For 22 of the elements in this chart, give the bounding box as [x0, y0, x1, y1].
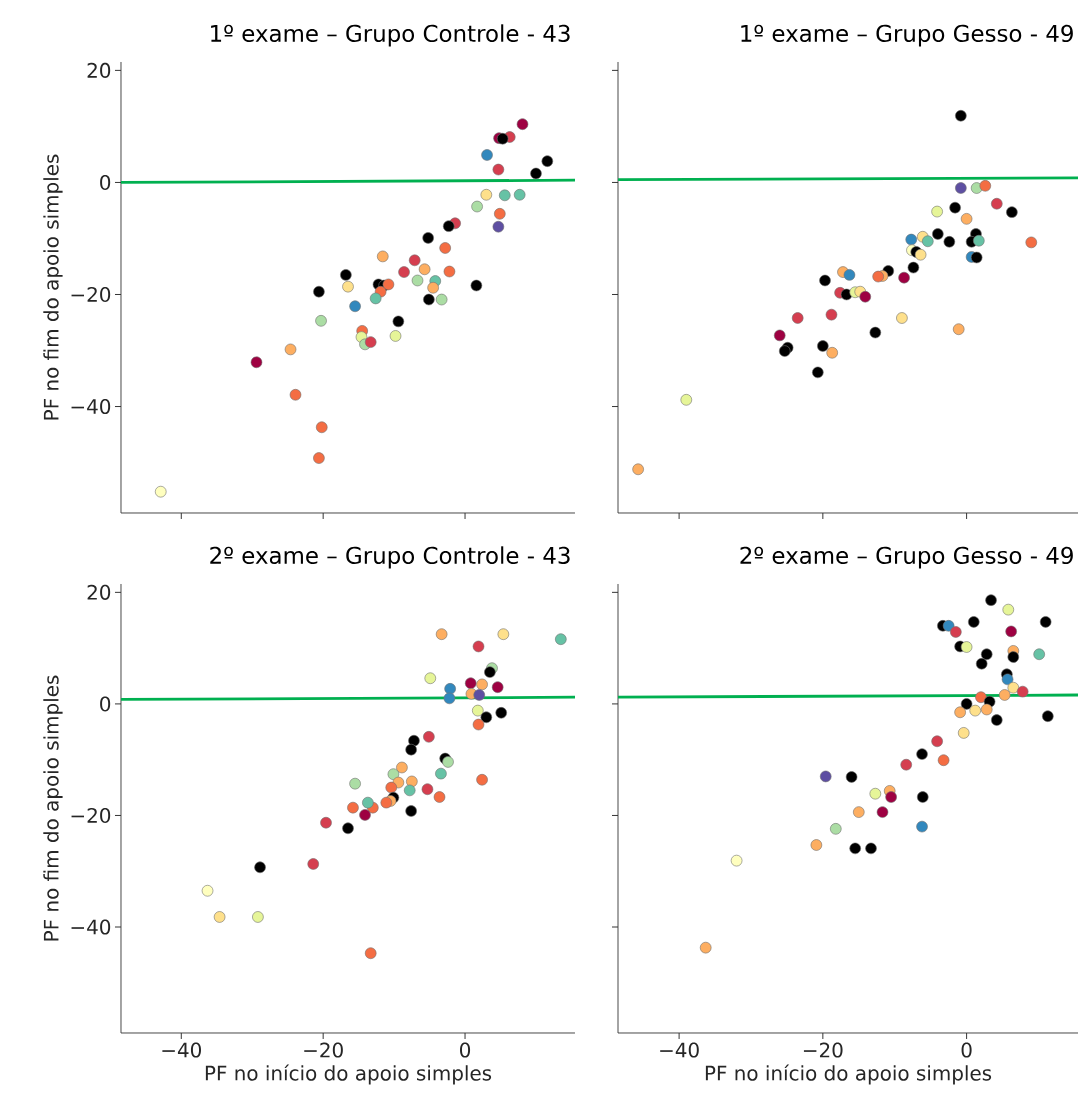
- y-axis-title: PF no fim do apoio simples: [43, 154, 63, 420]
- x-tick-label: −20: [304, 1042, 343, 1058]
- x-axis-title: PF no início do apoio simples: [705, 1064, 992, 1085]
- chart-title: 1º exame – Grupo Gesso - 49: [741, 24, 1073, 47]
- x-tick-label: 0: [460, 1042, 471, 1058]
- chart-title: 2º exame – Grupo Controle - 43: [210, 546, 570, 569]
- x-tick-label: −40: [162, 1042, 201, 1058]
- y-axis-title: PF no fim do apoio simples: [43, 675, 63, 941]
- y-tick-label: 20: [87, 62, 111, 78]
- x-tick-label: 0: [961, 1042, 972, 1058]
- chart-title: 2º exame – Grupo Gesso - 49: [740, 546, 1073, 569]
- y-tick-label: −40: [71, 399, 111, 415]
- y-tick-label: −20: [71, 807, 111, 823]
- y-tick-label: −40: [71, 919, 111, 935]
- chart-title: 1º exame – Grupo Controle - 43: [211, 24, 570, 47]
- y-tick-label: 0: [100, 174, 111, 190]
- x-tick-label: −40: [660, 1042, 699, 1058]
- x-tick-label: −20: [803, 1042, 843, 1058]
- x-axis-title: PF no início do apoio simples: [205, 1064, 492, 1085]
- y-tick-label: 20: [87, 584, 111, 600]
- y-tick-label: 0: [100, 696, 111, 712]
- y-tick-label: −20: [71, 286, 111, 303]
